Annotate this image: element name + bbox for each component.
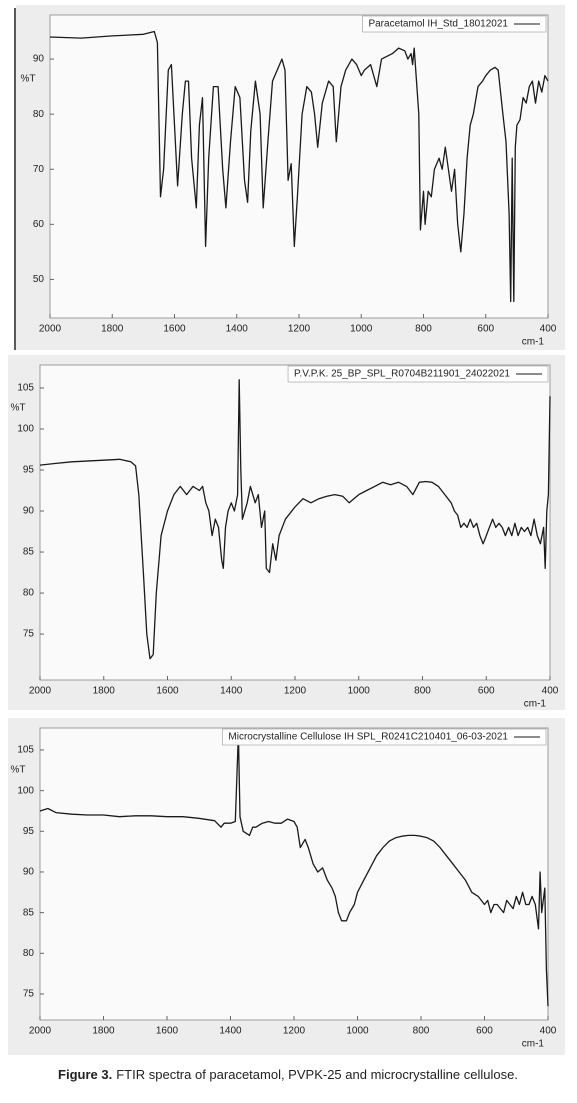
spectrum-line	[39, 733, 549, 1007]
spectrum-line	[49, 30, 549, 303]
y-tick-label: 85	[23, 547, 35, 558]
x-tick-label: 1400	[220, 686, 243, 697]
legend-box	[362, 15, 547, 33]
x-tick-label: 600	[476, 1026, 493, 1037]
caption: Figure 3. FTIR spectra of paracetamol, PV…	[58, 1067, 518, 1082]
x-tick-label: 800	[415, 324, 432, 335]
x-tick-label: 600	[478, 686, 495, 697]
y-tick-label: 80	[23, 588, 35, 599]
y-tick-label: 80	[33, 109, 45, 120]
y-axis-label: %T	[21, 74, 36, 85]
chart: 50 60 70 80 90 2000 1800 1600 1400 1200 1000 800 600…	[16, 5, 565, 350]
caption-text: FTIR spectra of paracetamol, PVPK-25 and…	[116, 1067, 518, 1082]
x-tick-label: 1800	[101, 324, 124, 335]
x-tick-label: 1600	[163, 324, 186, 335]
x-tick-label: 1600	[156, 1026, 179, 1037]
y-tick-label: 70	[33, 164, 45, 175]
x-axis-label: cm-1	[522, 337, 545, 348]
y-tick-label: 50	[33, 274, 45, 285]
y-axis-label: %T	[11, 403, 26, 414]
x-axis-label: cm-1	[524, 699, 547, 710]
y-tick-label: 75	[23, 989, 35, 1000]
y-tick-label: 95	[23, 465, 35, 476]
legend-label: P.V.P.K. 25_BP_SPL_R0704B211901_24022021	[294, 369, 510, 380]
legend-box	[222, 728, 547, 746]
legend-box	[287, 365, 549, 383]
y-tick-label: 90	[23, 867, 35, 878]
x-tick-label: 1200	[284, 686, 307, 697]
y-tick-label: 80	[23, 948, 35, 959]
plot-area	[39, 364, 551, 681]
plot-area	[39, 727, 549, 1021]
y-tick-label: 75	[23, 629, 35, 640]
x-tick-label: 400	[540, 324, 557, 335]
x-tick-label: 1200	[288, 324, 311, 335]
x-tick-label: 800	[414, 686, 431, 697]
y-tick-label: 105	[17, 383, 34, 394]
y-tick-label: 90	[33, 54, 45, 65]
y-tick-label: 95	[23, 826, 35, 837]
legend-label: Paracetamol IH_Std_18012021	[368, 19, 508, 30]
y-tick-label: 100	[17, 785, 34, 796]
caption-label: Figure 3.	[58, 1067, 112, 1082]
y-axis-label: %T	[11, 765, 26, 776]
x-tick-label: 1200	[283, 1026, 306, 1037]
y-tick-label: 85	[23, 907, 35, 918]
x-tick-label: 800	[413, 1026, 430, 1037]
x-tick-label: 2000	[29, 686, 52, 697]
x-tick-label: 1000	[350, 324, 373, 335]
x-tick-label: 1600	[156, 686, 179, 697]
x-tick-label: 1000	[348, 686, 371, 697]
x-axis-label: cm-1	[522, 1039, 545, 1050]
x-tick-label: 1000	[346, 1026, 369, 1037]
chart: 75 80 85 90 95 100 105 2000 1800 1600 1400 1200 1000…	[8, 718, 565, 1055]
x-tick-label: 600	[477, 324, 494, 335]
x-tick-label: 400	[540, 1026, 557, 1037]
x-tick-label: 2000	[39, 324, 62, 335]
y-tick-label: 90	[23, 506, 35, 517]
x-tick-label: 1800	[92, 1026, 115, 1037]
x-tick-label: 2000	[29, 1026, 52, 1037]
x-tick-label: 1800	[93, 686, 116, 697]
chart: 75 80 85 90 95 100 105 2000 1800 1600 1400 1200 1000…	[8, 355, 565, 710]
y-tick-label: 105	[17, 745, 34, 756]
y-tick-label: 60	[33, 219, 45, 230]
x-tick-label: 400	[542, 686, 559, 697]
y-tick-label: 100	[17, 424, 34, 435]
x-tick-label: 1400	[226, 324, 249, 335]
legend-label: Microcrystalline Cellulose IH SPL_R0241C…	[228, 732, 508, 743]
spectrum-line	[39, 379, 551, 660]
x-tick-label: 1400	[219, 1026, 242, 1037]
